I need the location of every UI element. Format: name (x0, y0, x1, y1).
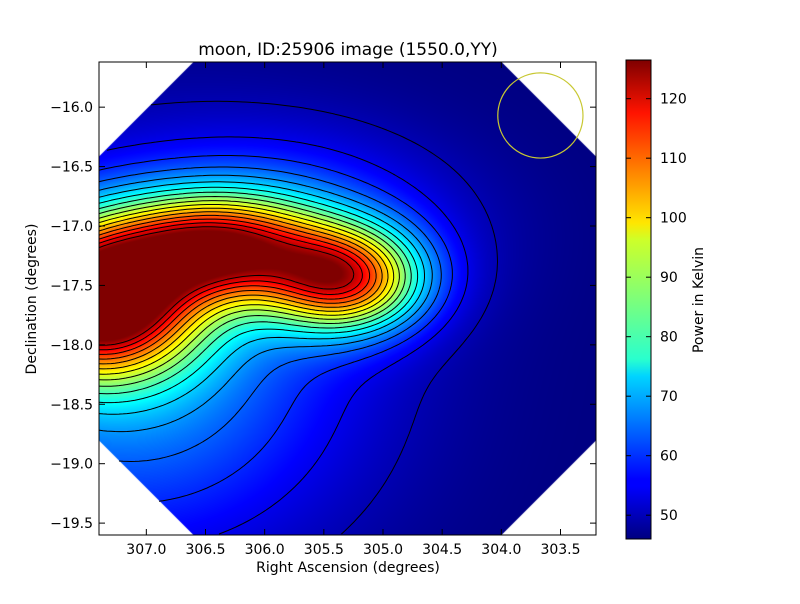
plot-frame (98, 61, 597, 536)
y-tick-label: −16.0 (50, 100, 93, 116)
contour-level-4 (99, 174, 433, 433)
y-tick-label: −18.5 (50, 397, 93, 413)
x-tick-label: 304.0 (481, 542, 521, 558)
x-axis-label: Right Ascension (degrees) (256, 560, 440, 576)
contour-lines (99, 100, 498, 535)
chart-title: moon, ID:25906 image (1550.0,YY) (198, 40, 498, 60)
contour-level-7 (99, 191, 412, 395)
y-tick-label: −17.0 (50, 219, 93, 235)
contour-level-0 (150, 100, 498, 535)
contour-level-2 (99, 155, 453, 502)
marker-circle (497, 72, 584, 159)
colorbar-tick-label: 70 (660, 389, 678, 405)
x-axis-ticks: 307.0 306.5 306.0 305.5 305.0 304.5 304.0 303.5 (126, 62, 581, 558)
colorbar (625, 59, 652, 540)
colorbar-tick-label: 100 (660, 211, 687, 227)
x-tick-label: 306.5 (185, 542, 225, 558)
contour-level-9 (99, 200, 400, 381)
y-tick-label: −19.0 (50, 457, 93, 473)
contour-level-14 (99, 218, 371, 355)
contour-level-10 (99, 204, 395, 375)
y-tick-label: −18.0 (50, 338, 93, 354)
y-tick-label: −16.5 (50, 160, 93, 176)
contour-level-3 (99, 166, 442, 462)
contour-level-6 (99, 186, 419, 404)
contour-level-11 (99, 207, 389, 370)
x-tick-label: 305.0 (363, 542, 403, 558)
colorbar-tick-label: 50 (660, 508, 678, 524)
x-tick-label: 306.0 (245, 542, 285, 558)
colorbar-tick-label: 110 (660, 151, 687, 167)
y-axis-ticks: −16.0 −16.5 −17.0 −17.5 −18.0 −18.5 −19.0 −19.5 (50, 100, 596, 532)
contour-level-15 (99, 222, 363, 351)
colorbar-tick-label: 60 (660, 449, 678, 465)
x-tick-label: 304.5 (422, 542, 462, 558)
colorbar-ticks: 50 60 70 80 90 100 110 120 (626, 92, 687, 524)
y-tick-label: −19.5 (50, 516, 93, 532)
x-tick-label: 307.0 (126, 542, 166, 558)
colorbar-tick-label: 90 (660, 270, 678, 286)
plot-area (99, 62, 596, 535)
contour-level-16 (99, 226, 355, 346)
colorbar-tick-label: 120 (660, 92, 687, 108)
colorbar-tick-label: 80 (660, 330, 678, 346)
contour-level-1 (106, 136, 469, 535)
contour-level-12 (99, 211, 383, 365)
x-tick-label: 305.5 (304, 542, 344, 558)
y-axis-label: Declination (degrees) (24, 224, 40, 375)
contour-level-8 (99, 196, 406, 387)
contour-level-5 (99, 181, 425, 415)
y-tick-label: −17.5 (50, 278, 93, 294)
heatmap-image (99, 62, 596, 535)
contour-level-13 (99, 214, 377, 360)
colorbar-label: Power in Kelvin (691, 247, 707, 353)
x-tick-label: 303.5 (540, 542, 580, 558)
